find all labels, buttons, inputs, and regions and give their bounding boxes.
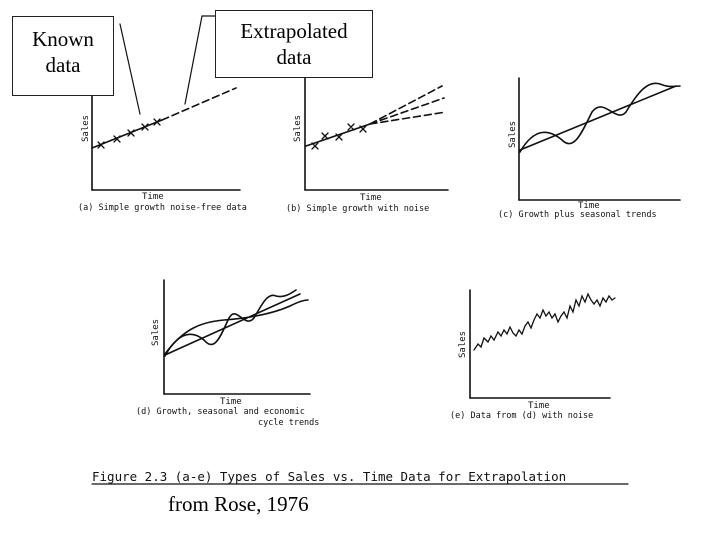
panel-d-xlabel: Time: [220, 397, 242, 407]
panel-b: [304, 77, 449, 191]
panel-c: [518, 77, 681, 201]
panel-d-caption-line1: (d) Growth, seasonal and economic: [136, 407, 305, 417]
extrapolated-data-callout-line2: data: [276, 45, 312, 69]
known-data-pointer: [119, 23, 141, 115]
panel-a-data-marks: [97, 118, 161, 149]
extrapolated-data-pointer: [184, 15, 217, 105]
figure-caption: Figure 2.3 (a-e) Types of Sales vs. Time…: [92, 469, 566, 484]
panel-c-ylabel: Sales: [508, 121, 518, 148]
panel-a-extrapolated-line: [161, 87, 237, 121]
known-data-callout-line1: Known: [32, 27, 94, 51]
panel-e-caption: (e) Data from (d) with noise: [450, 411, 593, 421]
panel-c-xlabel: Time: [578, 201, 600, 211]
panel-b-xlabel: Time: [360, 193, 382, 203]
known-data-callout: Known data: [12, 16, 114, 96]
extrapolated-data-callout: Extrapolated data: [215, 10, 373, 78]
panel-a-ylabel: Sales: [81, 115, 91, 142]
panel-d: [163, 279, 311, 395]
panel-d-seasonal-curve: [164, 289, 297, 357]
panel-a-xlabel: Time: [142, 192, 164, 202]
panel-d-caption-line2: cycle trends: [258, 418, 319, 428]
panel-b-extrapolation-lower: [369, 111, 447, 125]
panel-a: [91, 77, 241, 191]
source-credit: from Rose, 1976: [168, 492, 309, 516]
extrapolated-data-callout-line1: Extrapolated: [240, 19, 348, 43]
panel-b-extrapolation-middle: [369, 97, 445, 125]
panel-c-trend-line: [519, 85, 677, 151]
panel-a-caption: (a) Simple growth noise-free data: [78, 203, 247, 213]
panel-a-known-line: [91, 119, 163, 149]
panel-d-ylabel: Sales: [151, 319, 161, 346]
panel-e: [469, 289, 616, 399]
panel-e-ylabel: Sales: [458, 331, 468, 358]
panel-e-xlabel: Time: [528, 401, 550, 411]
panel-b-fit-line: [305, 123, 371, 147]
known-data-callout-line2: data: [45, 53, 81, 77]
panel-c-caption: (c) Growth plus seasonal trends: [498, 210, 657, 220]
panel-d-trend-line: [164, 293, 301, 356]
panel-c-seasonal-curve: [519, 82, 681, 153]
panel-b-ylabel: Sales: [293, 115, 303, 142]
panel-b-data-marks: [311, 123, 367, 150]
panel-e-noisy-series: [473, 292, 616, 351]
panel-b-caption: (b) Simple growth with noise: [286, 204, 429, 214]
panel-d-economic-cycle: [164, 299, 309, 355]
panel-b-extrapolation-upper: [369, 85, 443, 125]
